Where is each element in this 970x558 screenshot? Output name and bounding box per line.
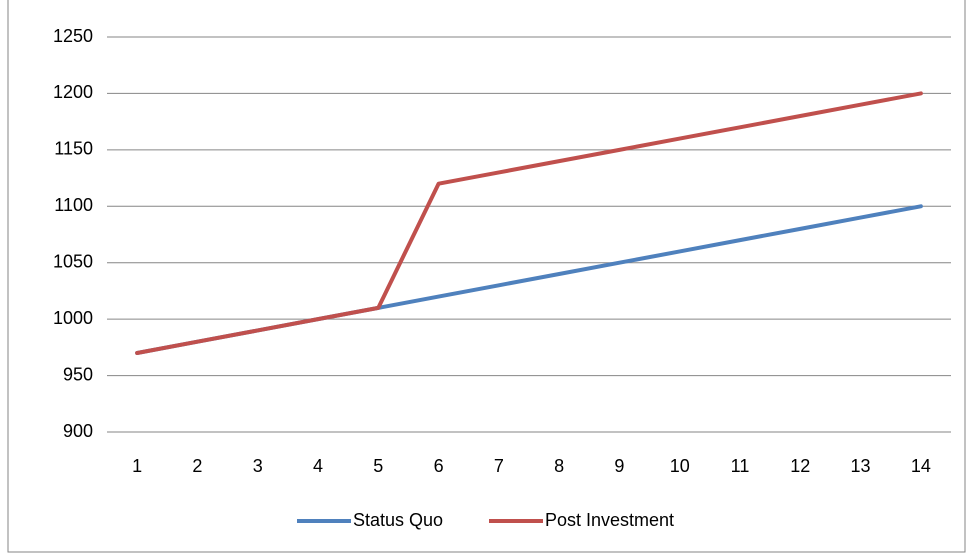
y-tick-label: 1200 (53, 82, 93, 102)
legend-label: Post Investment (545, 510, 674, 530)
x-tick-label: 13 (851, 456, 871, 476)
y-tick-label: 1150 (54, 139, 93, 159)
x-tick-label: 12 (790, 456, 810, 476)
y-tick-label: 1000 (53, 308, 93, 328)
legend-label: Status Quo (353, 510, 443, 530)
y-tick-label: 900 (63, 421, 93, 441)
x-tick-label: 11 (731, 456, 750, 476)
x-tick-label: 9 (614, 456, 624, 476)
x-tick-label: 8 (554, 456, 564, 476)
x-tick-label: 3 (253, 456, 263, 476)
x-tick-label: 7 (494, 456, 504, 476)
x-tick-label: 4 (313, 456, 323, 476)
x-tick-label: 14 (911, 456, 931, 476)
y-tick-label: 1250 (53, 26, 93, 46)
x-tick-label: 5 (373, 456, 383, 476)
y-tick-label: 1050 (53, 251, 93, 271)
chart-frame (7, 0, 966, 553)
y-tick-label: 950 (63, 364, 93, 384)
y-tick-label: 1100 (54, 195, 93, 215)
x-tick-label: 6 (434, 456, 444, 476)
x-tick-label: 10 (670, 456, 690, 476)
x-tick-label: 2 (192, 456, 202, 476)
x-tick-label: 1 (132, 456, 142, 476)
series-line (135, 91, 923, 355)
